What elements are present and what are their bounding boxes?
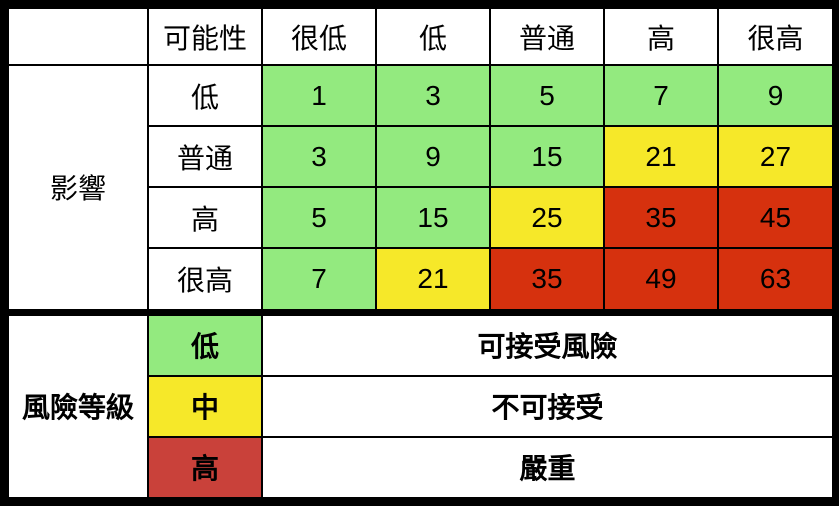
risk-score-cell: 15 <box>489 125 605 189</box>
likelihood-axis-label: 可能性 <box>147 6 263 67</box>
risk-score-cell: 3 <box>261 125 377 189</box>
risk-score-cell: 21 <box>375 247 491 314</box>
corner-cell <box>7 6 149 67</box>
risk-score-cell: 7 <box>603 64 719 128</box>
risk-score-cell: 25 <box>489 186 605 250</box>
risk-score-cell: 1 <box>261 64 377 128</box>
risk-score-cell: 63 <box>717 247 834 314</box>
likelihood-col-3: 高 <box>603 6 719 67</box>
risk-score-cell: 49 <box>603 247 719 314</box>
legend-swatch-medium: 中 <box>147 374 263 438</box>
impact-level-0: 低 <box>147 64 263 128</box>
risk-score-cell: 5 <box>261 186 377 250</box>
legend-description-high: 嚴重 <box>261 435 834 500</box>
impact-axis-label: 影響 <box>7 64 149 314</box>
likelihood-col-2: 普通 <box>489 6 605 67</box>
likelihood-col-4: 很高 <box>717 6 834 67</box>
risk-score-cell: 35 <box>603 186 719 250</box>
legend-title: 風險等級 <box>7 308 149 499</box>
likelihood-col-0: 很低 <box>261 6 377 67</box>
matrix-row-3: 很高 7 21 35 49 63 <box>8 247 834 314</box>
legend-row-0: 風險等級 低 可接受風險 <box>7 308 834 499</box>
risk-score-cell: 15 <box>375 186 491 250</box>
impact-level-3: 很高 <box>147 247 263 314</box>
matrix-row-0: 影響 低 1 3 5 7 9 <box>7 64 834 314</box>
risk-score-cell: 7 <box>261 247 377 314</box>
risk-score-cell: 9 <box>717 64 834 128</box>
impact-level-1: 普通 <box>147 125 263 189</box>
risk-score-cell: 21 <box>603 125 719 189</box>
risk-matrix-table: 可能性 很低 低 普通 高 很高 影響 低 1 3 5 7 9 普通 3 9 1… <box>7 6 834 500</box>
likelihood-col-1: 低 <box>375 6 491 67</box>
legend-swatch-low: 低 <box>147 308 263 377</box>
legend-row-2: 高 嚴重 <box>8 435 834 500</box>
risk-score-cell: 5 <box>489 64 605 128</box>
header-row: 可能性 很低 低 普通 高 很高 <box>7 6 834 67</box>
impact-level-2: 高 <box>147 186 263 250</box>
risk-score-cell: 35 <box>489 247 605 314</box>
matrix-row-1: 普通 3 9 15 21 27 <box>8 125 834 189</box>
risk-score-cell: 45 <box>717 186 834 250</box>
matrix-row-2: 高 5 15 25 35 45 <box>8 186 834 250</box>
risk-score-cell: 3 <box>375 64 491 128</box>
risk-score-cell: 9 <box>375 125 491 189</box>
risk-score-cell: 27 <box>717 125 834 189</box>
legend-description-medium: 不可接受 <box>261 374 834 438</box>
legend-row-1: 中 不可接受 <box>8 374 834 438</box>
legend-swatch-high: 高 <box>147 435 263 500</box>
legend-description-low: 可接受風險 <box>261 308 834 377</box>
